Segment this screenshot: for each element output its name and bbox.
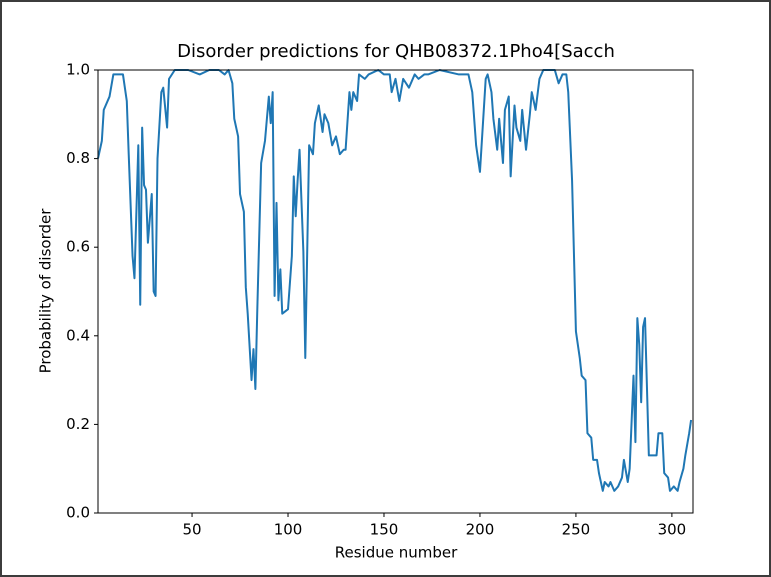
x-tick-label: 200 xyxy=(466,521,495,539)
y-tick-label: 0.4 xyxy=(66,326,90,344)
x-axis-label: Residue number xyxy=(335,544,458,562)
x-tick-label: 50 xyxy=(183,521,202,539)
y-tick-label: 0.6 xyxy=(66,238,90,256)
y-tick-label: 0.8 xyxy=(66,149,90,167)
x-tick-label: 300 xyxy=(658,521,687,539)
x-tick-label: 150 xyxy=(370,521,399,539)
plot-frame xyxy=(97,69,694,514)
y-axis-label: Probability of disorder xyxy=(37,208,55,374)
y-tick-label: 1.0 xyxy=(66,61,90,79)
x-tick-label: 100 xyxy=(274,521,303,539)
data-line xyxy=(97,69,693,492)
chart-title: Disorder predictions for QHB08372.1Pho4[… xyxy=(177,41,615,62)
x-tick-label: 250 xyxy=(562,521,591,539)
y-tick-label: 0.0 xyxy=(66,504,90,522)
y-tick-label: 0.2 xyxy=(66,415,90,433)
